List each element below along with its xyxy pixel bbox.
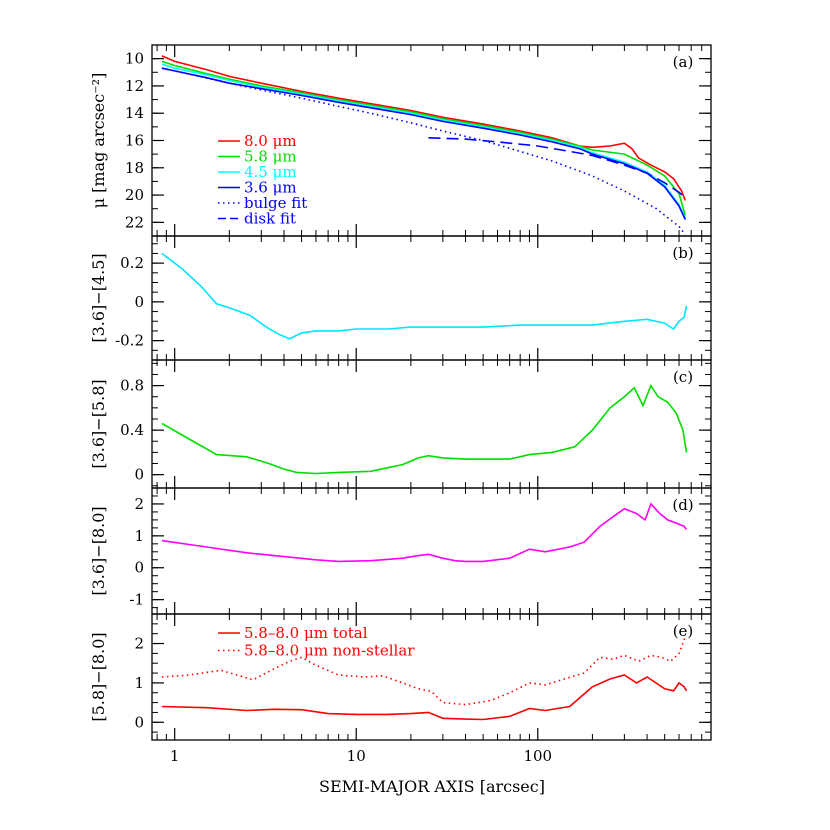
panel-e-frame xyxy=(151,613,712,741)
y-tick-label: 1 xyxy=(134,674,144,692)
panel-b-frame xyxy=(151,235,712,361)
y-tick-label: -1 xyxy=(129,591,144,609)
panel-c-y-title: [3.6]−[5.8] xyxy=(89,379,108,468)
y-tick-label: 0 xyxy=(134,466,144,484)
x-tick-label: 1 xyxy=(170,747,180,765)
legend-label: 5.8–8.0 μm total xyxy=(244,624,368,642)
legend-label: disk fit xyxy=(244,210,296,228)
y-tick-label: 0.8 xyxy=(120,377,144,395)
legend-label: 5.8–8.0 μm non-stellar xyxy=(244,642,415,660)
legend-label: 3.6 μm xyxy=(244,179,297,197)
y-tick-label: 22 xyxy=(125,213,144,231)
panel-c-series-0 xyxy=(161,383,688,475)
panel-a-tag: (a) xyxy=(673,53,694,71)
y-tick-label: 0.2 xyxy=(120,254,144,272)
panel-e-y-title: [5.8]−[8.0] xyxy=(89,632,108,721)
y-tick-label: 14 xyxy=(125,104,144,122)
y-tick-label: 0.4 xyxy=(120,421,144,439)
y-tick-label: 16 xyxy=(125,132,144,150)
panel-c-frame xyxy=(151,359,712,489)
x-axis-title: SEMI-MAJOR AXIS [arcsec] xyxy=(319,777,545,796)
legend-label: 4.5 μm xyxy=(244,163,297,181)
panel-d-y-title: [3.6]−[8.0] xyxy=(89,506,108,595)
panel-a-series-0 xyxy=(161,55,687,201)
panel-e: 0 1 2 [5.8]−[8.0] (e) 5.8–8.0 μm total5.8–8.0… xyxy=(89,613,712,741)
panel-d-series-0 xyxy=(161,502,688,563)
panel-e-series-0 xyxy=(161,674,688,721)
y-tick-label: 2 xyxy=(134,495,144,513)
panel-e-series-1 xyxy=(161,635,688,706)
x-tick-label: 10 xyxy=(347,747,366,765)
panel-a-series-4 xyxy=(161,67,686,236)
y-tick-label: 12 xyxy=(125,77,144,95)
legend-label: bulge fit xyxy=(244,194,307,212)
panel-d-tag: (d) xyxy=(672,496,693,514)
x-tick-label: 100 xyxy=(523,747,552,765)
panel-c-tag: (c) xyxy=(673,368,693,386)
y-tick-label: 10 xyxy=(125,50,144,68)
panel-b-series-0 xyxy=(161,252,688,340)
panel-b: -0.2 0 0.2 [3.6]−[4.5] (b) xyxy=(89,235,712,361)
panel-d: -1 0 1 2 [3.6]−[8.0] (d) xyxy=(89,487,712,615)
y-tick-label: 0 xyxy=(134,559,144,577)
panel-b-y-title: [3.6]−[4.5] xyxy=(89,253,108,342)
y-tick-label: 0 xyxy=(134,713,144,731)
panel-b-tag: (b) xyxy=(672,244,693,262)
panel-a-series-2 xyxy=(161,63,687,219)
panel-a-series-5 xyxy=(428,137,686,199)
panel-e-tag: (e) xyxy=(673,622,694,640)
y-tick-label: -0.2 xyxy=(115,332,144,350)
y-tick-label: 0 xyxy=(134,293,144,311)
y-tick-label: 2 xyxy=(134,635,144,653)
panel-a-series-1 xyxy=(161,60,687,216)
panel-c: 0 0.4 0.8 [3.6]−[5.8] (c) xyxy=(89,359,712,489)
panel-a: 10 12 14 16 18 20 22 μ [mag arcsec⁻²] (a) 8.0 μm5… xyxy=(89,44,712,237)
legend-label: 8.0 μm xyxy=(244,132,297,150)
legend-label: 5.8 μm xyxy=(244,148,297,166)
y-tick-label: 20 xyxy=(125,186,144,204)
panel-a-y-title: μ [mag arcsec⁻²] xyxy=(89,73,108,209)
panel-a-series-3 xyxy=(161,67,687,220)
y-tick-label: 18 xyxy=(125,159,144,177)
y-tick-label: 1 xyxy=(134,527,144,545)
